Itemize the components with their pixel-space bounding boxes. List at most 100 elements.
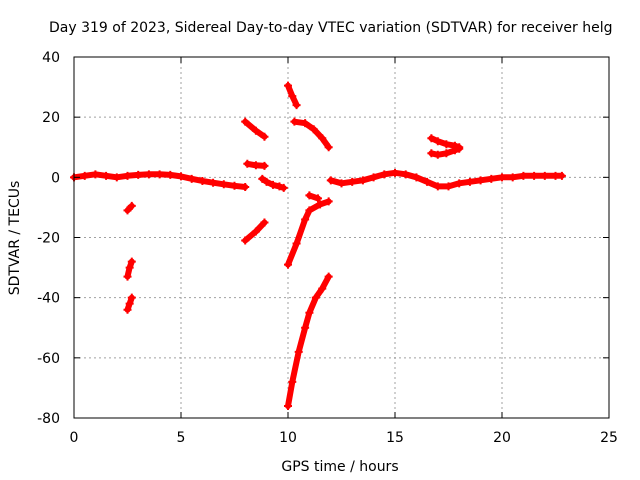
series-seg-17-low xyxy=(427,144,464,159)
y-tick-label: -20 xyxy=(37,231,60,247)
data-point xyxy=(391,168,399,177)
series-main-band xyxy=(70,170,250,191)
data-point xyxy=(288,377,297,386)
chart-title: Day 319 of 2023, Sidereal Day-to-day VTE… xyxy=(49,20,612,36)
x-axis-label: GPS time / hours xyxy=(281,459,398,475)
data-point xyxy=(309,125,318,134)
data-point xyxy=(455,179,464,188)
data-point xyxy=(476,176,485,185)
y-tick-label: -60 xyxy=(37,351,60,367)
series-band-12-23 xyxy=(326,168,566,191)
y-tick-label: -40 xyxy=(37,291,60,307)
series-seg-10-top xyxy=(284,81,301,110)
y-tick-label: 40 xyxy=(42,50,60,66)
data-point xyxy=(450,146,459,155)
x-tick-label: 20 xyxy=(493,430,511,446)
data-point xyxy=(557,171,566,180)
x-tick-label: 15 xyxy=(386,430,404,446)
x-tick-label: 0 xyxy=(70,430,79,446)
data-point xyxy=(91,170,100,179)
data-point xyxy=(209,178,218,187)
data-point xyxy=(241,236,250,245)
data-point xyxy=(80,171,89,180)
data-point xyxy=(284,260,292,269)
data-point xyxy=(127,201,136,210)
data-point xyxy=(166,170,175,179)
data-point xyxy=(358,176,367,185)
data-point xyxy=(427,149,436,158)
data-point xyxy=(243,159,252,168)
data-point xyxy=(275,182,284,191)
series-seg-10-arc xyxy=(290,117,333,152)
series-seg-8.5-up xyxy=(241,117,269,141)
series-seg-10-mid xyxy=(284,197,333,269)
y-axis-label: SDTVAR / TECUs xyxy=(7,181,23,296)
y-tick-label: -80 xyxy=(37,411,60,427)
data-point xyxy=(251,126,260,135)
data-point xyxy=(380,170,389,179)
data-point xyxy=(318,284,327,293)
series-seg-2.6-c xyxy=(123,293,136,314)
data-point xyxy=(301,323,310,332)
data-point xyxy=(442,140,451,149)
data-point xyxy=(260,132,269,141)
series-seg-8.5-mid xyxy=(243,159,269,170)
x-tick-label: 25 xyxy=(600,430,618,446)
data-point xyxy=(301,215,310,224)
data-point xyxy=(337,179,346,188)
series-band-9 xyxy=(258,174,288,192)
data-point xyxy=(294,347,303,356)
data-point xyxy=(423,177,432,186)
data-point xyxy=(455,144,464,153)
data-series-group xyxy=(70,81,566,410)
data-point xyxy=(324,272,333,281)
data-point xyxy=(305,191,314,200)
data-point xyxy=(427,134,436,143)
data-point xyxy=(144,170,153,179)
series-line xyxy=(242,118,268,140)
x-tick-label: 10 xyxy=(279,430,297,446)
data-point xyxy=(155,170,164,179)
data-point xyxy=(123,171,132,180)
data-point xyxy=(313,194,322,203)
data-point xyxy=(187,174,196,183)
data-point xyxy=(123,305,132,314)
data-point xyxy=(123,206,132,215)
axis-ticks: 0 5 10 15 20 25 -80 -60 -40 -20 0 20 40 xyxy=(37,50,618,446)
data-point xyxy=(112,173,121,182)
series-seg-2.6-b xyxy=(123,257,136,281)
data-point xyxy=(326,176,335,185)
data-point xyxy=(219,180,228,189)
data-point xyxy=(433,150,442,159)
data-point xyxy=(316,200,325,209)
data-point xyxy=(279,183,288,192)
data-point xyxy=(433,182,442,191)
data-point xyxy=(487,174,496,183)
data-point xyxy=(301,119,310,128)
data-point xyxy=(230,181,239,190)
data-point xyxy=(241,182,250,191)
data-point xyxy=(284,401,292,410)
data-point xyxy=(290,117,299,126)
data-point xyxy=(251,227,260,236)
data-point xyxy=(465,177,474,186)
data-point xyxy=(519,171,528,180)
data-point xyxy=(284,81,292,90)
data-point xyxy=(125,263,134,272)
data-point xyxy=(125,299,134,308)
data-point xyxy=(401,170,410,179)
series-seg-10-deep xyxy=(284,272,333,410)
data-point xyxy=(498,173,506,182)
grid xyxy=(74,57,609,418)
data-point xyxy=(444,182,453,191)
data-point xyxy=(305,206,314,215)
y-tick-label: 0 xyxy=(51,170,60,186)
data-point xyxy=(311,293,320,302)
data-point xyxy=(241,117,250,126)
series-line xyxy=(285,273,332,409)
data-point xyxy=(292,101,301,110)
data-point xyxy=(348,177,357,186)
data-point xyxy=(134,170,143,179)
data-point xyxy=(288,92,297,101)
